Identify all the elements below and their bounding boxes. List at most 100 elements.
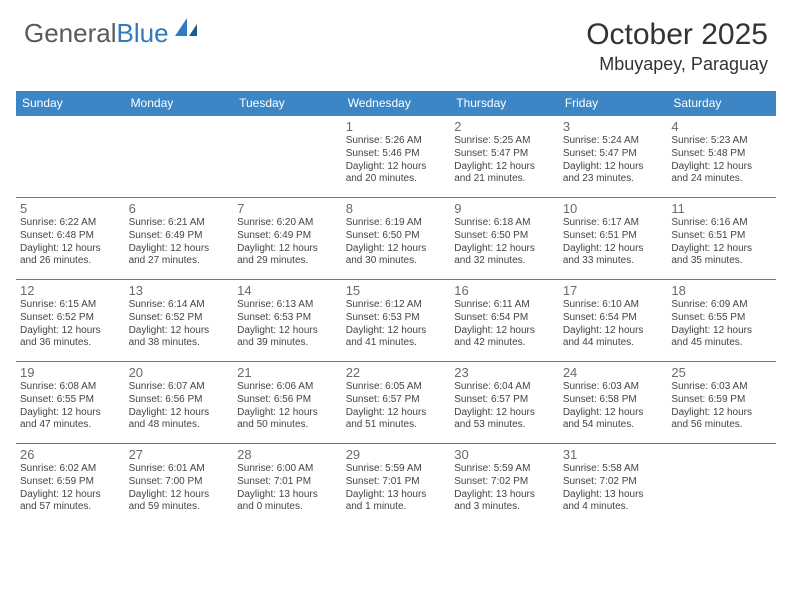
day-number: 20: [129, 365, 230, 380]
day-detail-line: Daylight: 12 hours: [454, 161, 555, 174]
day-detail-line: and 33 minutes.: [563, 255, 664, 268]
day-detail-line: and 21 minutes.: [454, 173, 555, 186]
day-detail-line: Daylight: 13 hours: [237, 489, 338, 502]
day-detail-line: Daylight: 12 hours: [454, 325, 555, 338]
day-detail-line: Sunrise: 6:16 AM: [671, 217, 772, 230]
day-number: 23: [454, 365, 555, 380]
calendar-cell: 10Sunrise: 6:17 AMSunset: 6:51 PMDayligh…: [559, 198, 668, 280]
day-detail-line: Daylight: 12 hours: [563, 325, 664, 338]
day-number: 2: [454, 119, 555, 134]
day-detail-line: Sunrise: 5:26 AM: [346, 135, 447, 148]
calendar-cell: 11Sunrise: 6:16 AMSunset: 6:51 PMDayligh…: [667, 198, 776, 280]
day-detail-line: Sunrise: 6:03 AM: [563, 381, 664, 394]
day-detail-line: Sunset: 6:50 PM: [346, 230, 447, 243]
day-detail-line: Sunrise: 6:15 AM: [20, 299, 121, 312]
calendar-body: 1Sunrise: 5:26 AMSunset: 5:46 PMDaylight…: [16, 116, 776, 526]
day-detail-line: Sunrise: 6:17 AM: [563, 217, 664, 230]
day-detail-line: Sunset: 5:46 PM: [346, 148, 447, 161]
day-detail-line: Sunset: 6:55 PM: [671, 312, 772, 325]
day-detail-line: and 4 minutes.: [563, 501, 664, 514]
day-detail-line: and 54 minutes.: [563, 419, 664, 432]
calendar-cell: [667, 444, 776, 526]
day-detail-line: Sunset: 6:56 PM: [129, 394, 230, 407]
calendar-table: SundayMondayTuesdayWednesdayThursdayFrid…: [16, 91, 776, 526]
day-detail-line: and 20 minutes.: [346, 173, 447, 186]
day-detail-line: and 51 minutes.: [346, 419, 447, 432]
day-detail-line: Sunrise: 6:10 AM: [563, 299, 664, 312]
day-number: 13: [129, 283, 230, 298]
calendar-cell: 17Sunrise: 6:10 AMSunset: 6:54 PMDayligh…: [559, 280, 668, 362]
day-number: 1: [346, 119, 447, 134]
day-detail-line: and 48 minutes.: [129, 419, 230, 432]
calendar-cell: 16Sunrise: 6:11 AMSunset: 6:54 PMDayligh…: [450, 280, 559, 362]
calendar-cell: 6Sunrise: 6:21 AMSunset: 6:49 PMDaylight…: [125, 198, 234, 280]
day-detail-line: Daylight: 12 hours: [346, 161, 447, 174]
day-number: 3: [563, 119, 664, 134]
calendar-cell: 23Sunrise: 6:04 AMSunset: 6:57 PMDayligh…: [450, 362, 559, 444]
calendar-cell: 4Sunrise: 5:23 AMSunset: 5:48 PMDaylight…: [667, 116, 776, 198]
day-detail-line: Sunrise: 5:59 AM: [346, 463, 447, 476]
day-detail-line: Sunrise: 6:22 AM: [20, 217, 121, 230]
day-number: 12: [20, 283, 121, 298]
day-detail-line: and 50 minutes.: [237, 419, 338, 432]
day-detail-line: Sunset: 6:52 PM: [20, 312, 121, 325]
day-detail-line: Sunset: 6:54 PM: [454, 312, 555, 325]
day-detail-line: Sunset: 7:02 PM: [454, 476, 555, 489]
calendar-cell: [233, 116, 342, 198]
day-detail-line: Sunset: 6:55 PM: [20, 394, 121, 407]
day-detail-line: Sunset: 6:51 PM: [671, 230, 772, 243]
day-detail-line: Sunrise: 6:20 AM: [237, 217, 338, 230]
calendar-cell: 26Sunrise: 6:02 AMSunset: 6:59 PMDayligh…: [16, 444, 125, 526]
day-detail-line: Daylight: 12 hours: [346, 407, 447, 420]
day-detail-line: Sunset: 6:53 PM: [346, 312, 447, 325]
calendar-cell: 5Sunrise: 6:22 AMSunset: 6:48 PMDaylight…: [16, 198, 125, 280]
calendar-cell: 22Sunrise: 6:05 AMSunset: 6:57 PMDayligh…: [342, 362, 451, 444]
day-detail-line: Sunset: 6:57 PM: [454, 394, 555, 407]
day-detail-line: Daylight: 12 hours: [563, 243, 664, 256]
day-detail-line: and 27 minutes.: [129, 255, 230, 268]
day-detail-line: and 0 minutes.: [237, 501, 338, 514]
calendar-cell: 9Sunrise: 6:18 AMSunset: 6:50 PMDaylight…: [450, 198, 559, 280]
calendar-cell: 20Sunrise: 6:07 AMSunset: 6:56 PMDayligh…: [125, 362, 234, 444]
day-detail-line: Sunrise: 6:13 AM: [237, 299, 338, 312]
logo-sail-icon: [173, 14, 199, 45]
day-detail-line: and 38 minutes.: [129, 337, 230, 350]
day-detail-line: Daylight: 12 hours: [129, 489, 230, 502]
day-detail-line: Sunset: 6:56 PM: [237, 394, 338, 407]
calendar-cell: 24Sunrise: 6:03 AMSunset: 6:58 PMDayligh…: [559, 362, 668, 444]
day-detail-line: Sunset: 7:01 PM: [237, 476, 338, 489]
day-detail-line: Daylight: 12 hours: [20, 407, 121, 420]
day-detail-line: Daylight: 12 hours: [129, 243, 230, 256]
day-detail-line: Daylight: 12 hours: [454, 407, 555, 420]
day-detail-line: and 53 minutes.: [454, 419, 555, 432]
calendar-cell: 7Sunrise: 6:20 AMSunset: 6:49 PMDaylight…: [233, 198, 342, 280]
day-header: Friday: [559, 91, 668, 116]
day-detail-line: Sunrise: 6:04 AM: [454, 381, 555, 394]
day-detail-line: Sunrise: 6:00 AM: [237, 463, 338, 476]
day-detail-line: and 3 minutes.: [454, 501, 555, 514]
day-number: 22: [346, 365, 447, 380]
day-detail-line: Daylight: 12 hours: [346, 325, 447, 338]
day-detail-line: Sunset: 6:59 PM: [671, 394, 772, 407]
day-number: 9: [454, 201, 555, 216]
calendar-row: 5Sunrise: 6:22 AMSunset: 6:48 PMDaylight…: [16, 198, 776, 280]
day-detail-line: and 26 minutes.: [20, 255, 121, 268]
day-number: 15: [346, 283, 447, 298]
calendar-cell: 1Sunrise: 5:26 AMSunset: 5:46 PMDaylight…: [342, 116, 451, 198]
day-detail-line: Sunset: 5:47 PM: [563, 148, 664, 161]
day-detail-line: Daylight: 12 hours: [671, 407, 772, 420]
day-detail-line: Sunrise: 5:59 AM: [454, 463, 555, 476]
calendar-cell: 13Sunrise: 6:14 AMSunset: 6:52 PMDayligh…: [125, 280, 234, 362]
day-number: 24: [563, 365, 664, 380]
calendar-row: 1Sunrise: 5:26 AMSunset: 5:46 PMDaylight…: [16, 116, 776, 198]
logo: GeneralBlue: [24, 18, 199, 49]
calendar-cell: 28Sunrise: 6:00 AMSunset: 7:01 PMDayligh…: [233, 444, 342, 526]
day-detail-line: Sunrise: 6:12 AM: [346, 299, 447, 312]
calendar-cell: 30Sunrise: 5:59 AMSunset: 7:02 PMDayligh…: [450, 444, 559, 526]
calendar-cell: [125, 116, 234, 198]
day-detail-line: Daylight: 12 hours: [20, 243, 121, 256]
day-detail-line: Daylight: 12 hours: [671, 243, 772, 256]
day-detail-line: Daylight: 12 hours: [671, 161, 772, 174]
day-detail-line: Sunrise: 6:03 AM: [671, 381, 772, 394]
calendar-row: 26Sunrise: 6:02 AMSunset: 6:59 PMDayligh…: [16, 444, 776, 526]
